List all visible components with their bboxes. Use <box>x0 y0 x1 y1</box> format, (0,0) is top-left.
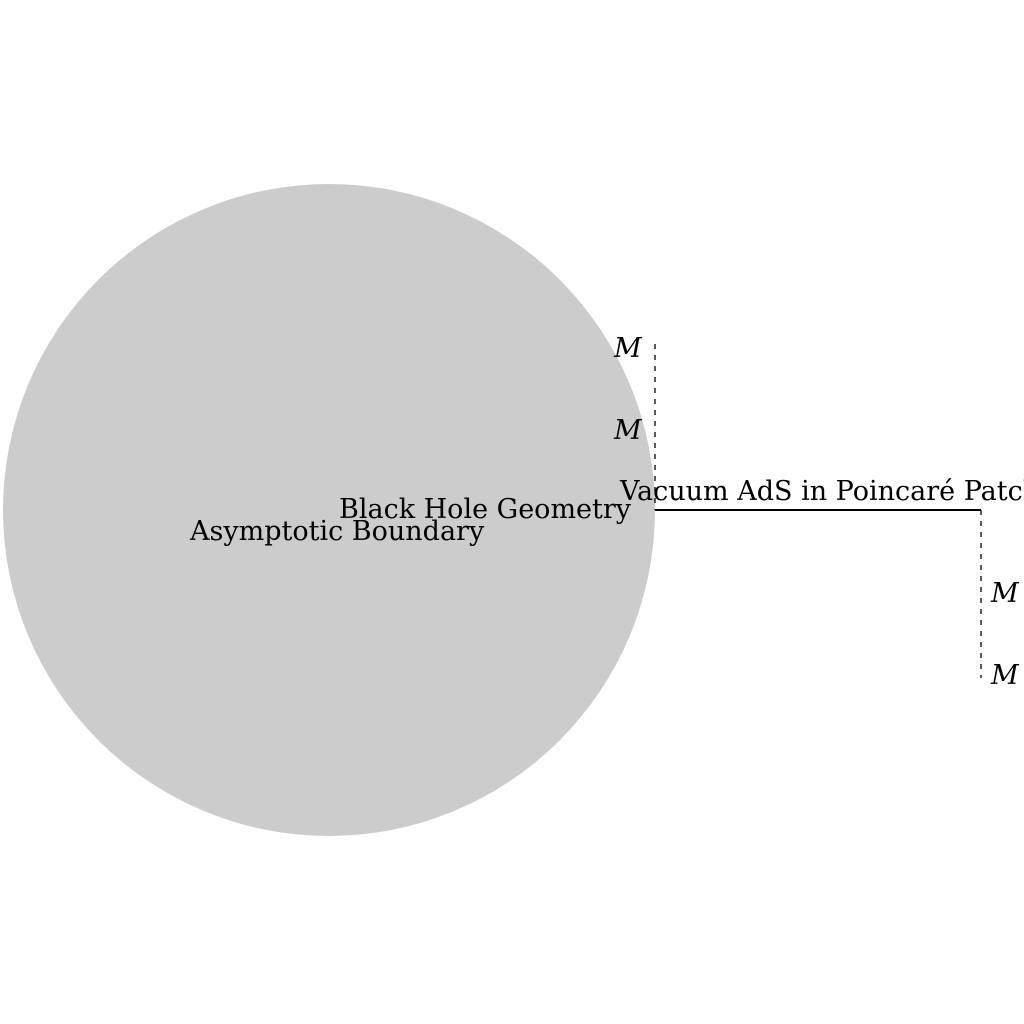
mass-label-left-lower: M <box>613 415 643 446</box>
mass-label-left-upper: M <box>613 333 643 364</box>
black-hole-label: Black Hole Geometry <box>339 494 632 525</box>
boundary-label: Asymptotic Boundary <box>189 516 485 547</box>
black-hole-disk <box>3 184 655 836</box>
mass-label-right-lower: M <box>990 660 1020 691</box>
vacuum-label: Vacuum AdS in Poincaré Patch <box>619 476 1024 507</box>
mass-label-right-upper: M <box>990 578 1020 609</box>
